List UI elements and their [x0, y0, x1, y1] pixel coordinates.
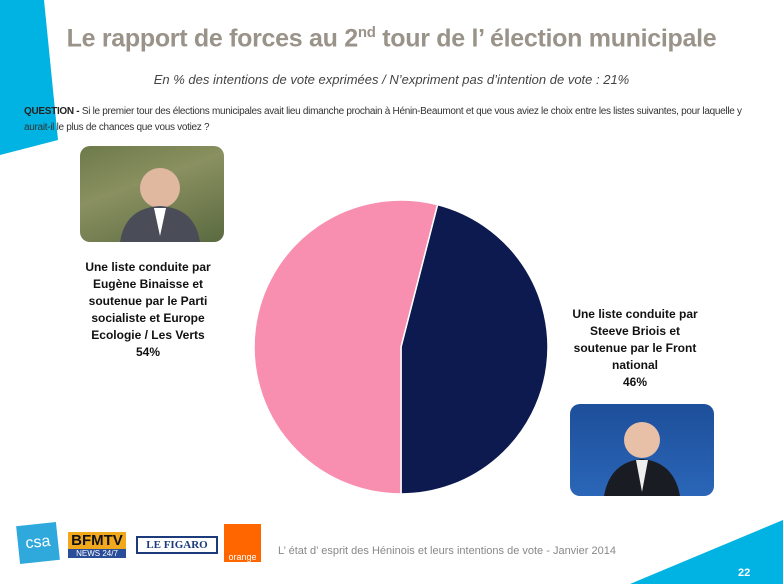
accent-shape-bottom-right	[630, 520, 783, 584]
value-briois: 46%	[622, 375, 648, 389]
accent-shape-top-left	[0, 0, 58, 155]
candidate-photo-briois	[570, 404, 714, 496]
page-number: 22	[738, 567, 751, 579]
footer-text: L’ état d’ esprit des Héninois et leurs …	[278, 545, 616, 557]
slice-binaisse	[253, 199, 439, 495]
logo-le-figaro: LE FIGARO	[136, 536, 218, 554]
page-title: Le rapport de forces au 2nd tour de l’ é…	[66, 24, 717, 53]
logo-csa: csa	[16, 522, 60, 564]
logo-orange: orange	[224, 524, 261, 562]
candidate-photo-binaisse	[80, 146, 224, 242]
slice-briois	[400, 203, 549, 495]
question: QUESTION - Si le premier tour des électi…	[24, 106, 742, 133]
logo-bfmtv: BFMTV NEWS 24/7	[68, 532, 126, 558]
subtitle: En % des intentions de vote exprimées / …	[153, 72, 630, 87]
label-binaisse: Une liste conduite par Eugène Binaisse et…	[68, 259, 228, 361]
label-briois: Une liste conduite par Steeve Briois et so…	[560, 306, 710, 391]
value-binaisse: 54%	[135, 345, 161, 359]
